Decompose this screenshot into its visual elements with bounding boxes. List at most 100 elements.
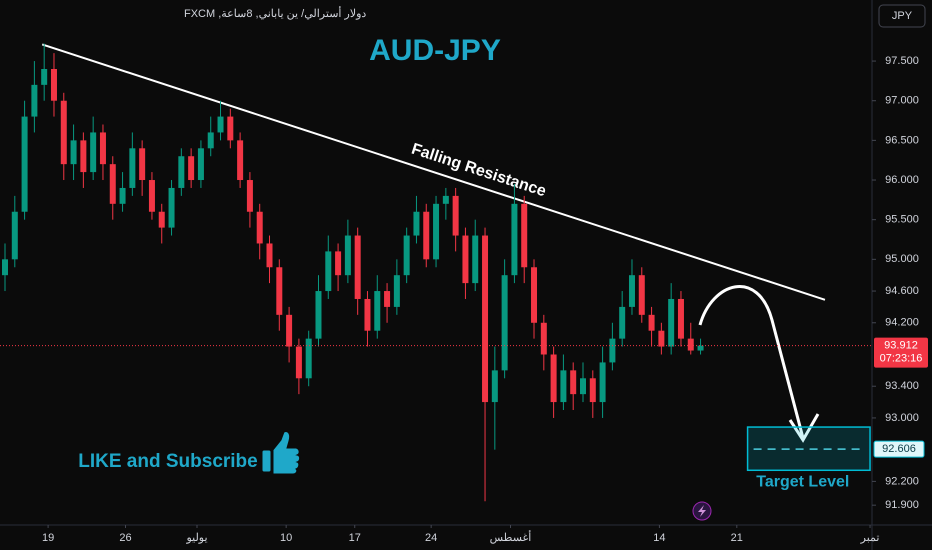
candle-body: [41, 68, 48, 85]
y-tick-label: 92.200: [885, 475, 919, 487]
target-price-box: [873, 440, 925, 458]
candle-body: [335, 251, 342, 276]
candle-body: [90, 132, 97, 173]
candle-body: [60, 100, 67, 165]
candle-body: [648, 314, 655, 331]
candle-body: [628, 275, 635, 307]
target-price-label: 92.606: [882, 443, 916, 455]
alert-bolt[interactable]: [698, 505, 706, 517]
candle-body: [677, 298, 684, 339]
x-tick-label: يوليو: [185, 532, 207, 544]
candle-body: [344, 235, 351, 276]
candle-body: [579, 378, 586, 395]
target-label: Target Level: [756, 473, 849, 490]
candle-body: [286, 314, 293, 347]
candle-body: [570, 370, 577, 395]
x-tick-label: 24: [425, 532, 437, 544]
candle-body: [472, 235, 479, 284]
x-tick-label: 26: [119, 532, 131, 544]
last-price-box: [874, 337, 928, 368]
thumbs-up-icon: [261, 431, 301, 475]
candle-body: [305, 338, 312, 379]
candle-body: [374, 291, 381, 331]
candle-body: [99, 132, 106, 165]
candle-body: [70, 140, 77, 165]
y-tick-label: 94.200: [885, 317, 919, 329]
x-tick-label: تمبر: [860, 532, 880, 544]
candle-body: [50, 68, 57, 101]
candle-body: [521, 203, 528, 268]
candle-body: [531, 267, 538, 323]
candle-body: [482, 235, 489, 403]
candle-body: [413, 211, 420, 236]
candle-body: [158, 211, 165, 228]
y-tick-label: 91.900: [885, 499, 919, 511]
candle-body: [364, 298, 371, 331]
y-tick-label: 96.000: [885, 174, 919, 186]
countdown: 07:23:16: [880, 353, 923, 365]
candle-body: [227, 116, 234, 141]
y-tick-label: 94.600: [885, 285, 919, 297]
candle-body: [393, 275, 400, 307]
projection-arrow: [698, 285, 805, 439]
x-tick-label: 10: [280, 532, 292, 544]
y-tick-label: 93.400: [885, 380, 919, 392]
y-tick-label: 93.000: [885, 412, 919, 424]
candle-body: [491, 370, 498, 403]
candle-body: [599, 362, 606, 403]
y-tick-label: 95.000: [885, 253, 919, 265]
candle-body: [178, 156, 185, 188]
candle-body: [423, 211, 430, 260]
candle-body: [560, 370, 567, 403]
y-tick-label: 95.500: [885, 214, 919, 226]
candle-body: [246, 180, 253, 212]
candle-body: [276, 267, 283, 315]
candle-body: [384, 291, 391, 307]
candle-body: [433, 203, 440, 260]
x-tick-label: 14: [653, 532, 665, 544]
x-tick-label: أغسطس: [490, 530, 532, 544]
candle-body: [540, 322, 547, 355]
candle-body: [609, 338, 616, 363]
annotation: LIKE and Subscribe: [78, 451, 257, 472]
candle-body: [139, 148, 146, 181]
candle-body: [638, 275, 645, 315]
candle-body: [325, 251, 332, 292]
currency-label[interactable]: JPY: [892, 10, 913, 22]
candle-body: [1, 259, 8, 276]
symbol-description: دولار أسترالي/ ين ياباني, 8ساعة, FXCM: [184, 6, 366, 20]
last-price-label: 93.912: [884, 340, 918, 352]
candle-body: [31, 84, 38, 117]
candle-body: [237, 140, 244, 181]
candle-body: [109, 164, 116, 204]
candle-body: [148, 180, 155, 212]
candle-body: [697, 345, 704, 351]
candle-body: [197, 148, 204, 181]
y-tick-label: 97.000: [885, 95, 919, 107]
candle-body: [589, 378, 596, 403]
candle-body: [403, 235, 410, 276]
candle-body: [501, 275, 508, 371]
candle-body: [256, 211, 263, 244]
candle-body: [658, 330, 665, 347]
chart-title: AUD-JPY: [369, 34, 501, 67]
candle-body: [354, 235, 361, 299]
candle-body: [687, 338, 694, 351]
candle-body: [511, 203, 518, 276]
y-tick-label: 96.500: [885, 134, 919, 146]
candle-body: [21, 116, 28, 212]
candle-body: [295, 346, 302, 379]
candle-body: [462, 235, 469, 284]
currency-button[interactable]: [878, 4, 926, 28]
x-tick-label: 21: [731, 532, 743, 544]
candle-body: [442, 195, 449, 204]
candle-body: [315, 291, 322, 339]
candle-body: [168, 187, 175, 228]
candle-body: [550, 354, 557, 403]
candle-body: [188, 156, 195, 181]
candle-body: [129, 148, 136, 188]
candle-body: [207, 132, 214, 149]
x-tick-label: 17: [349, 532, 361, 544]
candle-body: [80, 140, 87, 173]
candle-body: [119, 187, 126, 204]
